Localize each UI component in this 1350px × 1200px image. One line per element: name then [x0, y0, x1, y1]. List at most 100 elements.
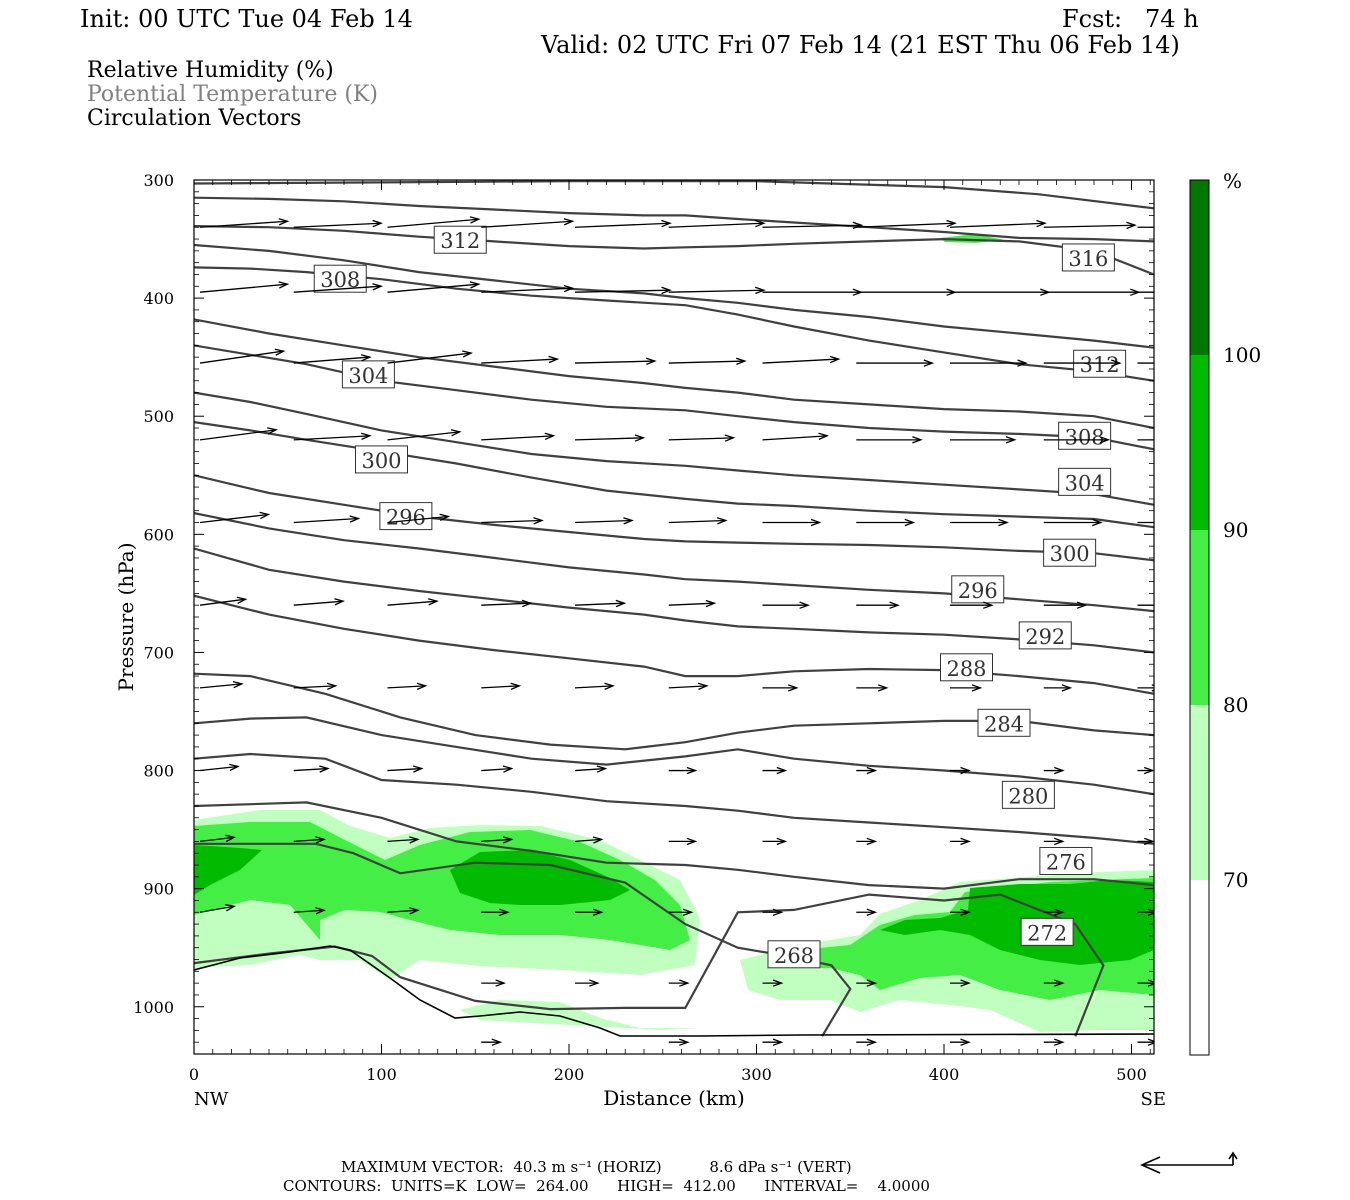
contour-label-box — [1018, 621, 1072, 650]
colorbar-swatch-70 — [1190, 705, 1209, 880]
vector-arrow — [668, 360, 745, 364]
vector-arrowhead — [866, 908, 878, 917]
contour-label: 300 — [1050, 542, 1090, 566]
legend-relative-humidity: Relative Humidity (%) — [87, 58, 334, 83]
vector-arrowhead — [946, 219, 957, 228]
contour-label: 296 — [958, 579, 998, 603]
vector-arrowhead — [923, 359, 935, 367]
contour-label: 280 — [1008, 784, 1048, 808]
colorbar-swatch-80 — [1190, 530, 1209, 705]
contour-label-box — [1001, 780, 1055, 809]
vector-arrow — [199, 429, 277, 441]
vector-arrowhead — [679, 979, 690, 987]
footer-contours: CONTOURS: UNITS=K LOW= 264.00 HIGH= 412.… — [283, 1177, 930, 1195]
vector-arrowhead — [1061, 684, 1073, 692]
theta-contour-308 — [194, 344, 1154, 451]
vector-arrowhead — [1126, 221, 1137, 230]
vector-arrow — [199, 350, 284, 364]
theta-contour-280 — [194, 752, 1154, 845]
legend-potential-temperature: Potential Temperature (K) — [87, 82, 378, 107]
vector-arrowhead — [315, 836, 327, 844]
contour-label-box — [951, 575, 1005, 604]
theta-contour-272 — [194, 893, 1105, 1037]
colorbar-unit: % — [1223, 169, 1242, 193]
vector-arrowhead — [236, 596, 248, 604]
x-tick-label: 400 — [929, 1065, 960, 1084]
vector-arrowhead — [615, 599, 627, 608]
colorbar-label-100: 100 — [1223, 343, 1261, 367]
vector-arrowhead — [499, 908, 510, 917]
vector-arrow — [293, 600, 344, 606]
y-tick-label: 1000 — [133, 998, 174, 1017]
vector-arrowhead — [1054, 908, 1065, 917]
x-tick-label: 300 — [741, 1065, 772, 1084]
vector-arrow — [387, 600, 437, 606]
contour-label: 268 — [774, 944, 814, 968]
colorbar-label-90: 90 — [1223, 518, 1248, 542]
vector-arrow — [199, 598, 246, 606]
vector-arrowhead — [232, 680, 244, 689]
theta-contour-296 — [194, 474, 1154, 562]
vector-arrow — [387, 767, 422, 772]
vector-arrow — [293, 685, 336, 689]
vector-arrow — [668, 437, 734, 441]
vector-arrowhead — [1054, 1038, 1065, 1046]
vector-arrowhead — [866, 766, 878, 775]
vector-arrow — [481, 602, 531, 606]
vector-arrowhead — [1182, 519, 1191, 525]
vector-arrowhead — [772, 1038, 784, 1046]
vector-arrowhead — [646, 357, 657, 366]
vector-arrowhead — [502, 765, 514, 773]
x-tick-label: 200 — [554, 1065, 585, 1084]
contour-label-box — [1039, 846, 1093, 875]
vector-arrowhead — [548, 355, 560, 364]
vector-arrowhead — [682, 908, 694, 917]
vector-arrowhead — [360, 432, 372, 440]
contour-label: 288 — [946, 657, 986, 681]
vector-arrowhead — [776, 766, 788, 775]
vector-arrow — [668, 222, 764, 228]
vector-arrowhead — [623, 517, 634, 525]
vector-arrowhead — [912, 436, 923, 444]
contour-label: 300 — [361, 449, 401, 473]
colorbar-swatch-below-70 — [1190, 880, 1209, 1055]
colorbar-frame — [1189, 179, 1210, 1056]
contour-label-box — [1061, 243, 1115, 272]
contour-label-box — [1058, 467, 1112, 496]
vector-arrow — [574, 519, 633, 524]
contour-label-box — [977, 708, 1031, 737]
contour-label-box — [379, 502, 433, 531]
vector-arrow — [387, 685, 426, 689]
x-end-label-se: SE — [1141, 1089, 1166, 1110]
vector-arrowhead — [1213, 224, 1222, 230]
vector-arrowhead — [1005, 436, 1017, 444]
vector-arrow — [387, 515, 449, 524]
vector-arrowhead — [1213, 289, 1222, 295]
vector-arrow — [574, 222, 671, 228]
rh-band-90-100 — [194, 845, 262, 895]
vector-arrowhead — [686, 837, 698, 846]
vector-arrowhead — [439, 513, 451, 521]
theta-contour-308 — [194, 243, 1154, 349]
x-axis-label: Distance (km) — [603, 1086, 745, 1110]
vector-arrow — [293, 838, 325, 843]
vector-arrowhead — [372, 283, 383, 291]
vector-arrowhead — [735, 357, 747, 366]
vector-arrowhead — [469, 281, 481, 289]
vector-arrowhead — [592, 908, 604, 917]
vector-arrowhead — [686, 766, 698, 775]
vector-arrowhead — [521, 599, 533, 608]
vector-arrowhead — [544, 432, 556, 440]
vector-arrow — [762, 358, 839, 364]
vector-arrowhead — [799, 601, 810, 609]
vector-arrowhead — [267, 427, 278, 435]
contour-label-box — [355, 445, 408, 474]
vector-arrowhead — [225, 904, 237, 912]
vector-arrowhead — [787, 684, 799, 692]
contour-labels: 268 272 276 280 284 288 292 296 300 296 304 300 308 3… — [313, 225, 1127, 969]
colorbar-swatch-90 — [1190, 355, 1209, 530]
vector-arrowhead — [705, 599, 717, 608]
vector-arrow — [481, 767, 512, 772]
contour-label-box — [341, 360, 395, 389]
vector-arrowhead — [889, 601, 900, 609]
